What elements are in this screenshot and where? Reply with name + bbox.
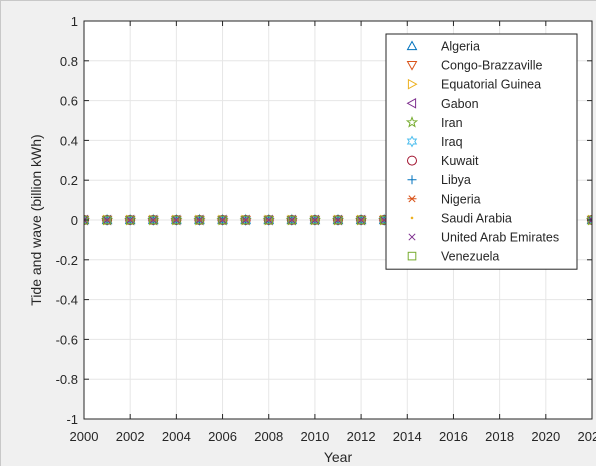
- legend-label: Nigeria: [441, 192, 481, 206]
- y-tick-label: 1: [71, 14, 78, 29]
- y-tick-label: -0.2: [56, 253, 78, 268]
- legend-label: Algeria: [441, 40, 480, 54]
- x-tick-label: 2002: [116, 429, 145, 444]
- x-tick-label: 2008: [254, 429, 283, 444]
- legend-label: Iraq: [441, 135, 463, 149]
- y-tick-label: 0: [71, 213, 78, 228]
- y-tick-label: 0.6: [60, 94, 78, 109]
- y-tick-label: -1: [66, 412, 78, 427]
- x-tick-label: 2014: [393, 429, 422, 444]
- legend-label: Congo-Brazzaville: [441, 59, 542, 73]
- y-axis-label: Tide and wave (billion kWh): [28, 134, 44, 305]
- x-tick-label: 2000: [70, 429, 99, 444]
- x-tick-label: 2018: [485, 429, 514, 444]
- legend-marker: [411, 217, 414, 220]
- x-tick-label: 2006: [208, 429, 237, 444]
- x-tick-label: 2012: [347, 429, 376, 444]
- x-tick-label: 2020: [531, 429, 560, 444]
- legend-label: Gabon: [441, 97, 479, 111]
- x-tick-label: 2010: [300, 429, 329, 444]
- y-tick-label: -0.6: [56, 332, 78, 347]
- legend-label: Saudi Arabia: [441, 211, 512, 225]
- x-tick-label: 2016: [439, 429, 468, 444]
- y-tick-label: -0.4: [56, 293, 78, 308]
- y-tick-label: 0.2: [60, 173, 78, 188]
- x-tick-label: 2004: [162, 429, 191, 444]
- legend-label: Equatorial Guinea: [441, 78, 541, 92]
- y-tick-label: 0.8: [60, 54, 78, 69]
- legend-label: United Arab Emirates: [441, 231, 559, 245]
- legend-label: Venezuela: [441, 250, 499, 264]
- x-tick-label: 2022: [578, 429, 596, 444]
- legend-label: Kuwait: [441, 154, 479, 168]
- legend-label: Iran: [441, 116, 463, 130]
- y-tick-label: 0.4: [60, 133, 78, 148]
- legend: Algeria Congo-Brazzaville Equatorial Guine…: [386, 34, 577, 269]
- x-axis-label: Year: [324, 449, 353, 465]
- legend-label: Libya: [441, 173, 471, 187]
- y-tick-label: -0.8: [56, 372, 78, 387]
